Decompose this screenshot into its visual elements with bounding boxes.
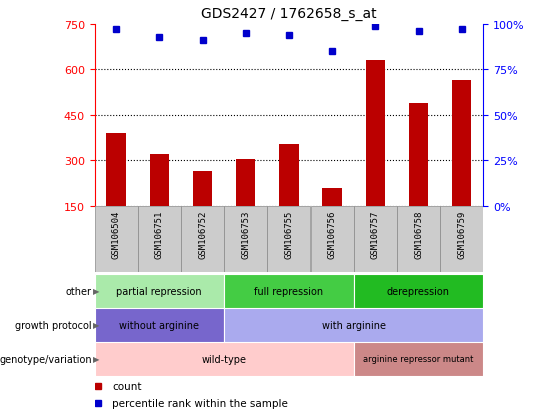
Text: count: count [112, 381, 141, 391]
Text: other: other [66, 286, 92, 296]
Text: ▶: ▶ [93, 354, 100, 363]
Bar [138, 206, 181, 273]
Text: without arginine: without arginine [119, 320, 199, 330]
Bar [366, 61, 385, 206]
Text: wild-type: wild-type [201, 354, 247, 364]
Text: genotype/variation: genotype/variation [0, 354, 92, 364]
Bar [94, 342, 354, 376]
Bar [397, 206, 440, 273]
Text: partial repression: partial repression [117, 286, 202, 296]
Text: GSM106751: GSM106751 [155, 210, 164, 258]
Text: ▶: ▶ [93, 320, 100, 330]
Bar [354, 342, 483, 376]
Bar [354, 206, 397, 273]
Bar [181, 206, 224, 273]
Bar [193, 172, 212, 206]
Bar [236, 159, 255, 206]
Title: GDS2427 / 1762658_s_at: GDS2427 / 1762658_s_at [201, 7, 377, 21]
Text: GSM106752: GSM106752 [198, 210, 207, 258]
Text: GSM106755: GSM106755 [285, 210, 293, 258]
Text: GSM106757: GSM106757 [371, 210, 380, 258]
Bar [94, 274, 224, 308]
Bar [267, 206, 310, 273]
Text: GSM106504: GSM106504 [112, 210, 120, 258]
Bar [440, 206, 483, 273]
Bar [224, 206, 267, 273]
Text: full repression: full repression [254, 286, 323, 296]
Text: arginine repressor mutant: arginine repressor mutant [363, 354, 474, 363]
Text: GSM106753: GSM106753 [241, 210, 250, 258]
Text: GSM106759: GSM106759 [457, 210, 466, 258]
Bar [106, 134, 126, 206]
Bar [94, 308, 224, 342]
Bar [452, 81, 471, 206]
Text: GSM106758: GSM106758 [414, 210, 423, 258]
Bar [409, 104, 428, 206]
Bar [224, 308, 483, 342]
Bar [150, 155, 169, 206]
Text: derepression: derepression [387, 286, 450, 296]
Text: percentile rank within the sample: percentile rank within the sample [112, 398, 288, 408]
Bar [94, 206, 138, 273]
Text: growth protocol: growth protocol [15, 320, 92, 330]
Text: ▶: ▶ [93, 287, 100, 296]
Text: GSM106756: GSM106756 [328, 210, 336, 258]
Bar [279, 145, 299, 206]
Text: with arginine: with arginine [322, 320, 386, 330]
Bar [354, 274, 483, 308]
Bar [322, 188, 342, 206]
Bar [224, 274, 354, 308]
Bar [310, 206, 354, 273]
